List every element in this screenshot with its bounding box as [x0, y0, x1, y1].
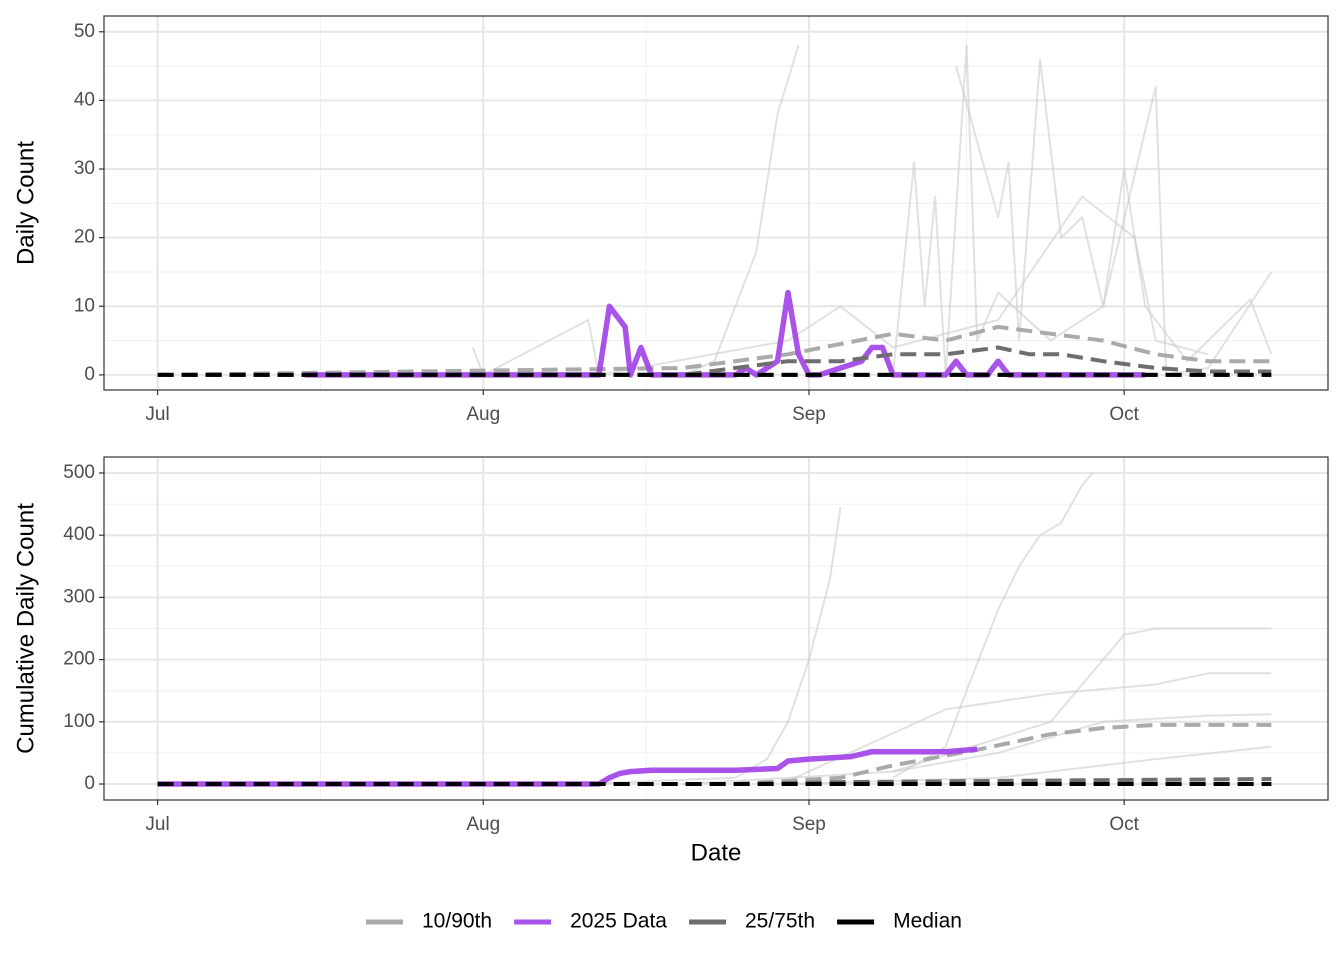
plot-area [157, 44, 1273, 378]
y-tick-label: 400 [63, 524, 95, 545]
legend-label: 25/75th [745, 910, 815, 933]
history-line [682, 627, 1272, 785]
y-tick-label: 10 [74, 295, 95, 316]
history-line [471, 195, 1209, 376]
history-line [955, 58, 1273, 363]
x-axis-title: Date [691, 839, 742, 866]
history-line [577, 507, 842, 785]
legend-label: 2025 Data [570, 910, 667, 933]
y-tick-label: 30 [74, 158, 95, 179]
legend-label: 10/90th [422, 910, 492, 933]
y-tick-label: 0 [84, 364, 95, 385]
x-tick-label: Oct [1109, 404, 1139, 425]
history-line [787, 672, 1272, 782]
y-tick-label: 20 [74, 227, 95, 248]
legend-label: Median [893, 910, 962, 933]
series-line [157, 746, 978, 787]
x-tick-label: Sep [792, 404, 826, 425]
legend-item: 10/90th [366, 910, 492, 933]
y-tick-label: 200 [63, 649, 95, 670]
legend-item: 25/75th [689, 910, 815, 933]
x-tick-label: Oct [1109, 814, 1139, 835]
x-tick-label: Aug [466, 404, 500, 425]
x-tick-label: Aug [466, 814, 500, 835]
history-line [682, 45, 800, 376]
y-tick-label: 0 [84, 773, 95, 794]
legend-item: Median [837, 910, 962, 933]
x-tick-label: Jul [145, 404, 169, 425]
y-tick-label: 40 [74, 89, 95, 110]
series-line [157, 345, 1272, 377]
panel-border [103, 456, 1329, 801]
y-tick-label: 300 [63, 586, 95, 607]
plot-area [157, 472, 1272, 787]
series-line [157, 722, 1272, 786]
y-axis-title: Daily Count [12, 141, 39, 265]
legend-item: 2025 Data [514, 910, 667, 933]
history-line [892, 713, 1272, 773]
y-tick-label: 500 [63, 462, 95, 483]
y-axis-title: Cumulative Daily Count [12, 503, 39, 754]
history-line [892, 44, 1273, 376]
x-tick-label: Jul [145, 814, 169, 835]
y-tick-label: 50 [74, 21, 95, 42]
history-line [892, 472, 1094, 779]
panel-border [103, 15, 1329, 391]
y-tick-label: 100 [63, 711, 95, 732]
series-line [157, 324, 1272, 377]
x-tick-label: Sep [792, 814, 826, 835]
